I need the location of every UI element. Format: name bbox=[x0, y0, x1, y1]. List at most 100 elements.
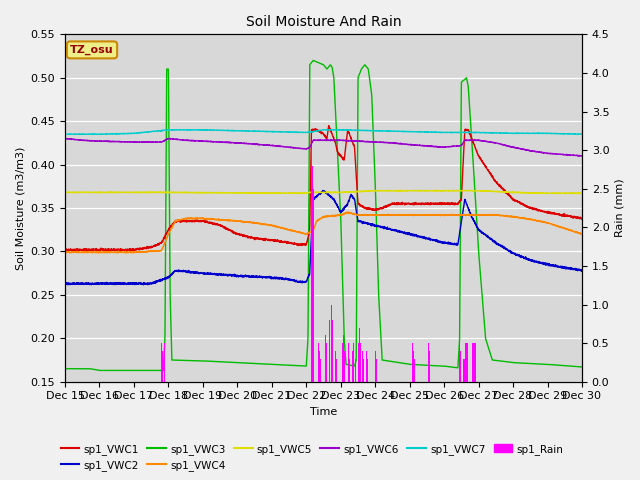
Bar bbox=[312, 166, 313, 382]
Bar bbox=[468, 343, 469, 382]
Line: sp1_VWC1: sp1_VWC1 bbox=[65, 126, 582, 251]
sp1_VWC3 bbox=[95, 368, 103, 373]
sp1_VWC4 bbox=[568, 228, 576, 234]
Bar bbox=[308, 266, 310, 382]
sp1_VWC2 bbox=[61, 282, 69, 288]
Bar bbox=[311, 150, 312, 382]
sp1_VWC7 bbox=[260, 129, 268, 134]
Bar bbox=[348, 343, 349, 382]
sp1_VWC1 bbox=[61, 247, 69, 252]
Bar bbox=[360, 343, 361, 382]
sp1_VWC4 bbox=[260, 221, 268, 227]
sp1_VWC5 bbox=[259, 190, 267, 196]
sp1_VWC5 bbox=[120, 189, 128, 195]
sp1_VWC2 bbox=[140, 282, 147, 288]
sp1_VWC7 bbox=[513, 130, 520, 136]
sp1_VWC3 bbox=[282, 362, 290, 368]
sp1_VWC4 bbox=[513, 214, 520, 220]
sp1_VWC2 bbox=[578, 268, 586, 274]
Bar bbox=[366, 351, 367, 382]
sp1_VWC6 bbox=[568, 152, 576, 158]
sp1_VWC5 bbox=[61, 190, 69, 195]
sp1_VWC1 bbox=[260, 238, 268, 243]
sp1_VWC3 bbox=[260, 361, 268, 367]
Bar bbox=[465, 343, 466, 382]
Line: sp1_VWC7: sp1_VWC7 bbox=[65, 130, 582, 134]
sp1_VWC5 bbox=[570, 191, 578, 196]
sp1_VWC1 bbox=[513, 198, 520, 204]
Bar bbox=[343, 336, 344, 382]
sp1_VWC7 bbox=[151, 129, 159, 134]
sp1_VWC2 bbox=[282, 276, 290, 282]
sp1_VWC1 bbox=[568, 214, 576, 219]
Bar bbox=[428, 343, 429, 382]
Line: sp1_VWC5: sp1_VWC5 bbox=[65, 190, 582, 193]
Bar bbox=[162, 351, 163, 382]
Bar bbox=[413, 351, 414, 382]
sp1_VWC6 bbox=[513, 145, 520, 151]
Bar bbox=[461, 343, 463, 382]
sp1_VWC5 bbox=[568, 190, 576, 196]
Bar bbox=[467, 343, 468, 382]
Line: sp1_VWC3: sp1_VWC3 bbox=[65, 60, 582, 371]
sp1_VWC5 bbox=[513, 190, 520, 195]
sp1_VWC5 bbox=[464, 187, 472, 193]
sp1_VWC5 bbox=[282, 190, 289, 196]
Bar bbox=[331, 304, 332, 382]
Bar bbox=[363, 359, 364, 382]
Bar bbox=[353, 343, 355, 382]
Title: Soil Moisture And Rain: Soil Moisture And Rain bbox=[246, 15, 401, 29]
Bar bbox=[349, 359, 350, 382]
Bar bbox=[332, 320, 333, 382]
Bar bbox=[324, 336, 326, 382]
Legend: sp1_VWC1, sp1_VWC2, sp1_VWC3, sp1_VWC4, sp1_VWC5, sp1_VWC6, sp1_VWC7, sp1_Rain: sp1_VWC1, sp1_VWC2, sp1_VWC3, sp1_VWC4, … bbox=[56, 439, 568, 475]
X-axis label: Time: Time bbox=[310, 407, 337, 417]
sp1_VWC3 bbox=[120, 368, 128, 373]
Bar bbox=[329, 320, 330, 382]
Bar bbox=[474, 343, 475, 382]
sp1_VWC2 bbox=[319, 188, 327, 193]
Bar bbox=[463, 359, 465, 382]
Bar bbox=[355, 359, 356, 382]
Line: sp1_VWC2: sp1_VWC2 bbox=[65, 191, 582, 285]
sp1_VWC7 bbox=[282, 129, 290, 135]
sp1_VWC6 bbox=[578, 153, 586, 159]
sp1_VWC7 bbox=[568, 131, 576, 137]
sp1_VWC3 bbox=[61, 366, 69, 372]
sp1_VWC1 bbox=[325, 123, 333, 129]
sp1_VWC4 bbox=[282, 226, 290, 231]
sp1_VWC3 bbox=[309, 58, 317, 63]
sp1_VWC7 bbox=[578, 131, 586, 137]
Bar bbox=[412, 343, 413, 382]
sp1_VWC1 bbox=[282, 240, 290, 245]
Bar bbox=[473, 343, 474, 382]
sp1_VWC6 bbox=[260, 142, 268, 148]
Bar bbox=[376, 359, 378, 382]
sp1_VWC4 bbox=[344, 209, 351, 215]
sp1_VWC1 bbox=[120, 247, 128, 253]
Line: sp1_VWC6: sp1_VWC6 bbox=[65, 138, 582, 156]
Text: TZ_osu: TZ_osu bbox=[70, 45, 114, 55]
sp1_VWC2 bbox=[260, 274, 268, 279]
Bar bbox=[335, 351, 336, 382]
sp1_VWC4 bbox=[95, 250, 102, 256]
sp1_VWC2 bbox=[513, 252, 520, 257]
Bar bbox=[358, 343, 359, 382]
sp1_VWC7 bbox=[61, 132, 69, 137]
sp1_VWC5 bbox=[151, 190, 159, 195]
sp1_VWC2 bbox=[568, 266, 576, 272]
sp1_VWC7 bbox=[120, 131, 128, 136]
sp1_VWC1 bbox=[578, 216, 586, 221]
Bar bbox=[342, 343, 343, 382]
sp1_VWC4 bbox=[151, 248, 159, 254]
Y-axis label: Soil Moisture (m3/m3): Soil Moisture (m3/m3) bbox=[15, 146, 25, 270]
sp1_VWC2 bbox=[151, 280, 159, 286]
sp1_VWC1 bbox=[106, 248, 114, 254]
Bar bbox=[367, 359, 368, 382]
Bar bbox=[429, 351, 430, 382]
Bar bbox=[161, 343, 162, 382]
Bar bbox=[344, 351, 346, 382]
sp1_VWC3 bbox=[151, 368, 159, 373]
sp1_VWC3 bbox=[513, 360, 520, 366]
sp1_VWC6 bbox=[61, 135, 69, 141]
